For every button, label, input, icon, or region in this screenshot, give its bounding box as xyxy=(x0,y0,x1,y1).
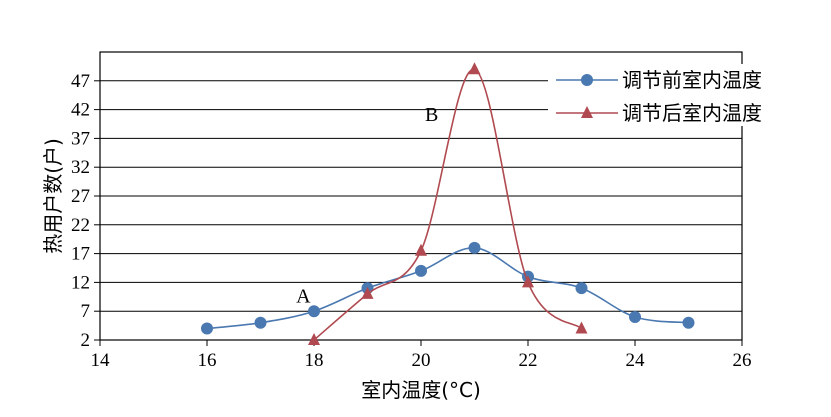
data-point xyxy=(468,62,481,75)
x-axis-ticks: 14 16 18 20 22 24 26 xyxy=(91,340,752,371)
x-tick-label: 26 xyxy=(733,350,752,371)
data-point xyxy=(682,316,695,329)
x-axis-label: 室内温度(°C) xyxy=(361,378,481,402)
annotations: AB xyxy=(296,104,438,307)
y-tick-label: 12 xyxy=(71,272,90,293)
y-tick-label: 42 xyxy=(71,100,90,121)
data-point xyxy=(308,333,320,345)
annotation-a: A xyxy=(296,286,311,308)
data-point xyxy=(415,243,427,256)
data-point xyxy=(575,282,588,295)
data-point xyxy=(308,305,320,318)
legend: 调节前室内温度 调节后室内温度 xyxy=(548,64,788,126)
data-point xyxy=(468,241,481,254)
data-point xyxy=(201,322,213,335)
y-axis-label: 热用户数(户) xyxy=(41,138,65,254)
y-tick-label: 2 xyxy=(81,330,91,351)
series-line xyxy=(206,247,689,330)
series-before xyxy=(201,241,695,335)
data-point xyxy=(254,316,267,329)
legend-label-after: 调节后室内温度 xyxy=(622,101,762,125)
grid-lines xyxy=(100,80,742,312)
y-tick-label: 22 xyxy=(71,215,90,236)
data-point xyxy=(361,286,374,299)
y-tick-label: 32 xyxy=(71,157,90,178)
x-tick-label: 22 xyxy=(519,350,538,371)
legend-label-before: 调节前室内温度 xyxy=(622,68,762,92)
data-point xyxy=(629,310,641,323)
x-tick-label: 16 xyxy=(198,350,217,371)
x-tick-label: 24 xyxy=(626,350,646,371)
legend-marker-after xyxy=(581,106,593,118)
x-tick-label: 14 xyxy=(91,350,111,371)
data-point xyxy=(522,275,534,288)
series-after xyxy=(308,62,588,345)
series-group xyxy=(201,62,695,345)
y-tick-label: 47 xyxy=(71,71,90,92)
x-tick-label: 18 xyxy=(305,350,324,371)
y-tick-label: 27 xyxy=(71,186,90,207)
x-tick-label: 20 xyxy=(412,350,431,371)
y-tick-label: 7 xyxy=(81,301,91,322)
y-tick-label: 17 xyxy=(71,244,90,265)
annotation-b: B xyxy=(425,104,438,126)
y-tick-label: 37 xyxy=(71,128,90,149)
data-point xyxy=(415,264,427,277)
legend-marker-before xyxy=(581,74,593,86)
data-point xyxy=(575,321,588,334)
